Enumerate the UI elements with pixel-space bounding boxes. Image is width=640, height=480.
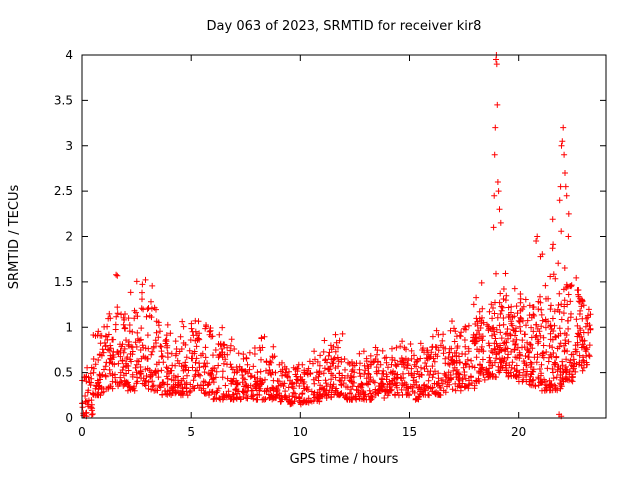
x-tick-label: 20 [511, 425, 526, 439]
y-tick-label: 2.5 [54, 184, 73, 198]
y-tick-label: 2 [65, 230, 73, 244]
y-tick-label: 3.5 [54, 93, 73, 107]
y-tick-label: 3 [65, 139, 73, 153]
x-tick-labels: 0 5 10 15 20 [78, 425, 526, 439]
y-tick-label: 4 [65, 48, 73, 62]
x-axis-label: GPS time / hours [290, 452, 399, 467]
y-axis-label: SRMTID / TECUs [7, 185, 22, 290]
y-tick-label: 0.5 [54, 366, 73, 380]
x-tick-label: 0 [78, 425, 86, 439]
scatter-markers [79, 52, 594, 420]
x-tick-label: 5 [187, 425, 195, 439]
data-points [79, 52, 594, 420]
chart-title: Day 063 of 2023, SRMTID for receiver kir… [207, 19, 482, 34]
y-tick-label: 0 [65, 411, 73, 425]
plot-border-and-ticks [81, 54, 607, 419]
y-tick-label: 1.5 [54, 275, 73, 289]
x-tick-label: 10 [293, 425, 308, 439]
y-tick-labels: 0 0.5 1 1.5 2 2.5 3 3.5 4 [54, 48, 73, 425]
y-tick-label: 1 [65, 320, 73, 334]
x-tick-label: 15 [402, 425, 417, 439]
axes [81, 54, 607, 419]
